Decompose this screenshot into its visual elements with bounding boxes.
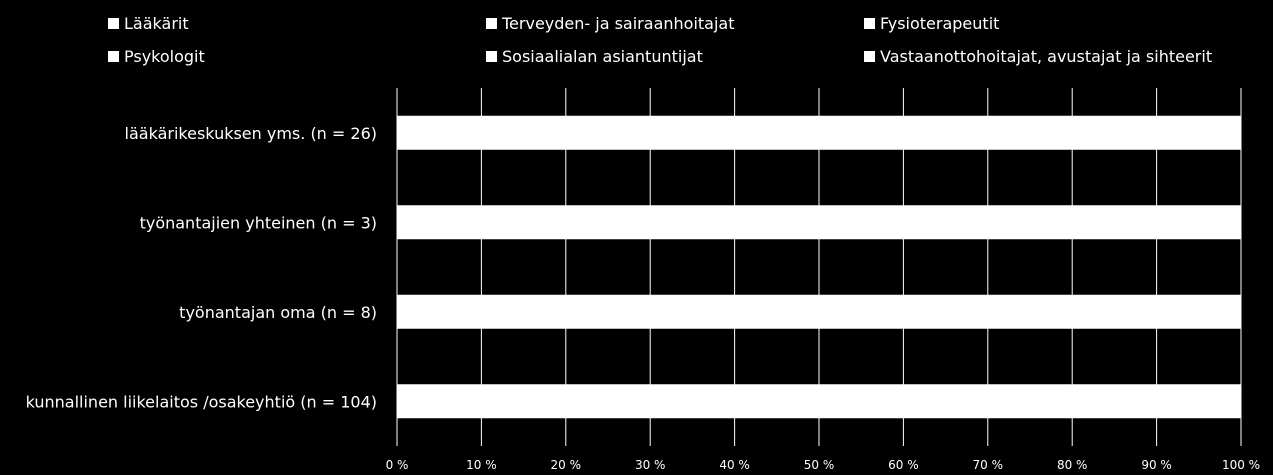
legend-swatch <box>864 51 875 62</box>
x-tick-label: 90 % <box>1141 458 1172 472</box>
legend-swatch <box>864 18 875 29</box>
legend-label: Vastaanottohoitajat, avustajat ja sihtee… <box>880 47 1212 66</box>
legend-swatch <box>486 51 497 62</box>
category-label: kunnallinen liikelaitos /osakeyhtiö (n =… <box>26 392 377 411</box>
legend-item: Sosiaalialan asiantuntijat <box>486 47 703 66</box>
x-tick-label: 60 % <box>888 458 919 472</box>
legend-item: Psykologit <box>108 47 205 66</box>
legend-swatch <box>108 51 119 62</box>
legend-item: Terveyden- ja sairaanhoitajat <box>486 14 734 33</box>
legend-label: Lääkärit <box>124 14 189 33</box>
legend-label: Fysioterapeutit <box>880 14 999 33</box>
legend-item: Vastaanottohoitajat, avustajat ja sihtee… <box>864 47 1212 66</box>
legend-item: Fysioterapeutit <box>864 14 999 33</box>
legend-label: Psykologit <box>124 47 205 66</box>
legend-swatch <box>486 18 497 29</box>
legend-label: Sosiaalialan asiantuntijat <box>502 47 703 66</box>
x-tick-label: 30 % <box>635 458 666 472</box>
legend-item: Lääkärit <box>108 14 189 33</box>
x-tick-label: 50 % <box>804 458 835 472</box>
x-tick-label: 80 % <box>1057 458 1088 472</box>
category-label: työnantajan oma (n = 8) <box>179 303 377 322</box>
x-tick-label: 10 % <box>466 458 497 472</box>
category-label: työnantajien yhteinen (n = 3) <box>140 213 377 232</box>
x-tick-label: 20 % <box>551 458 582 472</box>
x-tick-label: 0 % <box>386 458 409 472</box>
x-tick-label: 100 % <box>1222 458 1260 472</box>
category-label: lääkärikeskuksen yms. (n = 26) <box>125 124 377 143</box>
x-tick-label: 70 % <box>973 458 1004 472</box>
bar-segment <box>397 115 1241 150</box>
legend-label: Terveyden- ja sairaanhoitajat <box>501 14 734 33</box>
bar-segment <box>397 384 1241 419</box>
bar-segment <box>397 205 1241 240</box>
legend-swatch <box>108 18 119 29</box>
x-tick-label: 40 % <box>719 458 750 472</box>
bar-segment <box>397 294 1241 329</box>
